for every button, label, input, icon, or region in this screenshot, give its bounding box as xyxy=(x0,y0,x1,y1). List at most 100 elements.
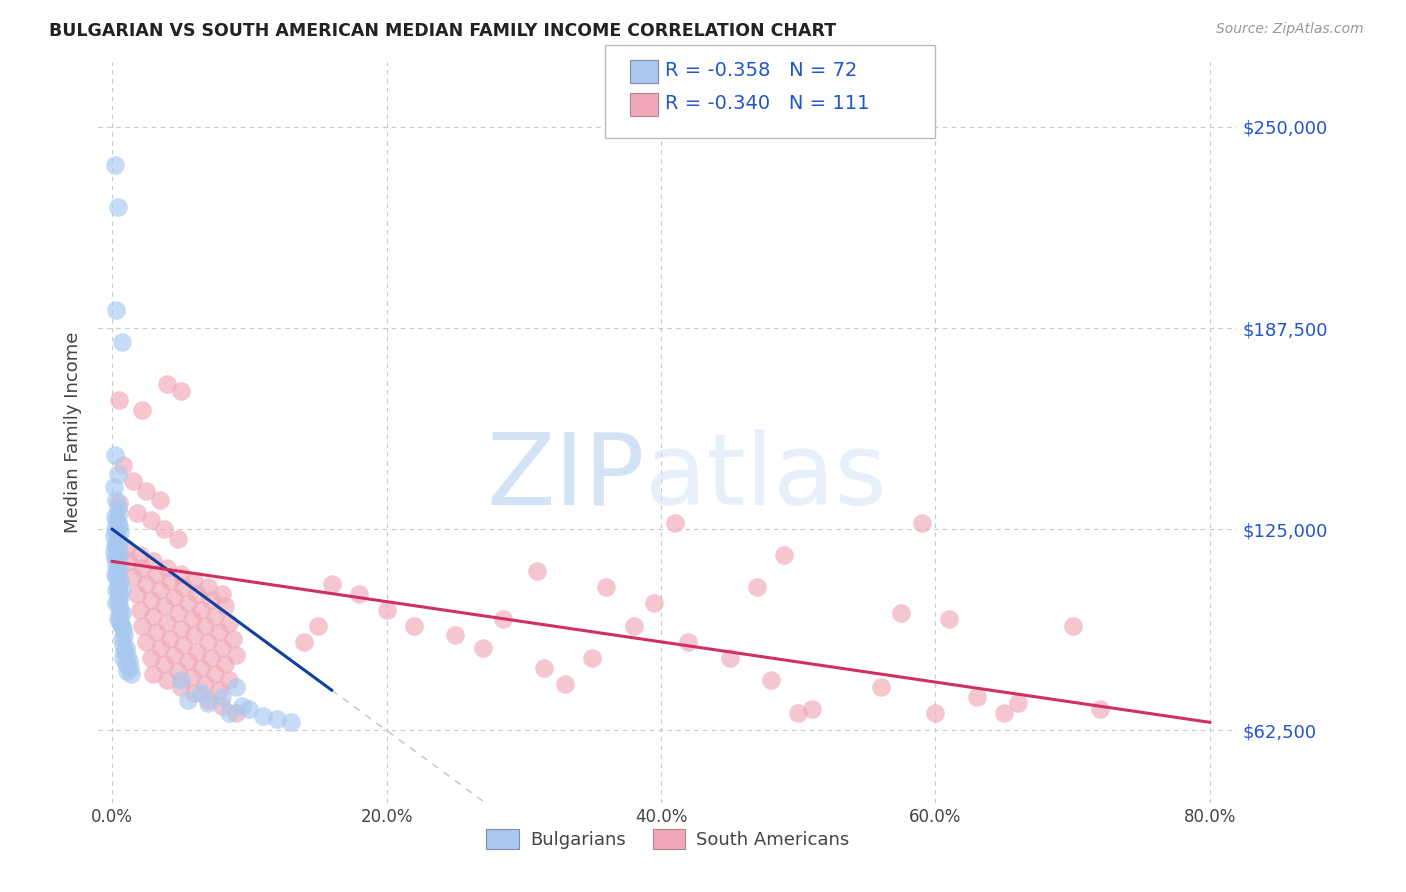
Point xyxy=(292,635,315,649)
Point xyxy=(225,680,247,694)
Point xyxy=(183,686,205,700)
Point xyxy=(105,540,128,554)
Point xyxy=(103,480,125,494)
Point xyxy=(444,628,467,642)
Point xyxy=(107,500,129,514)
Point xyxy=(924,706,946,720)
Point xyxy=(105,512,128,526)
Point xyxy=(104,509,127,524)
Point xyxy=(112,622,135,636)
Point xyxy=(170,384,193,398)
Text: ZIP: ZIP xyxy=(486,428,645,525)
Point xyxy=(111,335,134,350)
Point xyxy=(111,632,134,646)
Point xyxy=(402,619,425,633)
Point xyxy=(139,512,162,526)
Point xyxy=(252,709,274,723)
Point xyxy=(105,493,128,508)
Point xyxy=(211,699,233,714)
Point xyxy=(180,670,202,684)
Point xyxy=(108,609,131,624)
Text: BULGARIAN VS SOUTH AMERICAN MEDIAN FAMILY INCOME CORRELATION CHART: BULGARIAN VS SOUTH AMERICAN MEDIAN FAMIL… xyxy=(49,22,837,40)
Point xyxy=(107,532,129,546)
Point xyxy=(107,612,129,626)
Point xyxy=(204,609,226,624)
Point xyxy=(208,683,231,698)
Point xyxy=(159,632,181,646)
Point xyxy=(280,715,302,730)
Point xyxy=(117,654,139,668)
Point xyxy=(190,686,212,700)
Point xyxy=(197,635,219,649)
Point xyxy=(107,593,129,607)
Point xyxy=(111,582,134,596)
Point xyxy=(623,619,645,633)
Point xyxy=(156,377,179,392)
Point xyxy=(347,586,370,600)
Text: R = -0.358   N = 72: R = -0.358 N = 72 xyxy=(665,61,858,80)
Point xyxy=(108,548,131,562)
Point xyxy=(108,599,131,614)
Point xyxy=(107,541,129,556)
Point xyxy=(186,644,208,658)
Point xyxy=(104,538,127,552)
Point xyxy=(176,654,198,668)
Point xyxy=(142,667,165,681)
Point xyxy=(105,570,128,584)
Point xyxy=(911,516,934,530)
Point xyxy=(149,583,172,598)
Point xyxy=(135,635,157,649)
Point xyxy=(167,532,190,546)
Point xyxy=(200,651,222,665)
Point xyxy=(664,516,686,530)
Legend: Bulgarians, South Americans: Bulgarians, South Americans xyxy=(479,822,856,856)
Point xyxy=(321,577,343,591)
Point xyxy=(120,667,142,681)
Point xyxy=(173,580,195,594)
Point xyxy=(128,548,150,562)
Point xyxy=(108,506,131,520)
Point xyxy=(214,599,236,614)
Point xyxy=(111,619,134,633)
Point xyxy=(745,580,768,594)
Point xyxy=(163,648,186,662)
Point xyxy=(200,593,222,607)
Point xyxy=(114,644,136,658)
Point xyxy=(167,664,190,678)
Point xyxy=(103,545,125,559)
Point xyxy=(773,548,796,562)
Point xyxy=(142,554,165,568)
Point xyxy=(121,474,143,488)
Point xyxy=(104,567,127,582)
Point xyxy=(115,657,138,672)
Point xyxy=(105,558,128,572)
Y-axis label: Median Family Income: Median Family Income xyxy=(65,332,83,533)
Point xyxy=(214,657,236,672)
Point xyxy=(153,599,176,614)
Point xyxy=(238,702,260,716)
Point xyxy=(108,561,131,575)
Point xyxy=(131,561,153,575)
Point xyxy=(678,635,700,649)
Point xyxy=(131,403,153,417)
Point xyxy=(595,580,617,594)
Point xyxy=(643,596,665,610)
Point xyxy=(186,586,208,600)
Point xyxy=(139,593,162,607)
Point xyxy=(115,648,138,662)
Point xyxy=(307,619,329,633)
Point xyxy=(145,625,167,640)
Point xyxy=(167,606,190,620)
Point xyxy=(211,641,233,656)
Point xyxy=(211,586,233,600)
Point xyxy=(103,528,125,542)
Point xyxy=(869,680,891,694)
Point xyxy=(107,580,129,594)
Point xyxy=(105,549,128,564)
Point xyxy=(104,448,127,462)
Point xyxy=(145,567,167,582)
Point xyxy=(108,535,131,549)
Point xyxy=(225,706,247,720)
Point xyxy=(107,516,129,530)
Point xyxy=(159,574,181,588)
